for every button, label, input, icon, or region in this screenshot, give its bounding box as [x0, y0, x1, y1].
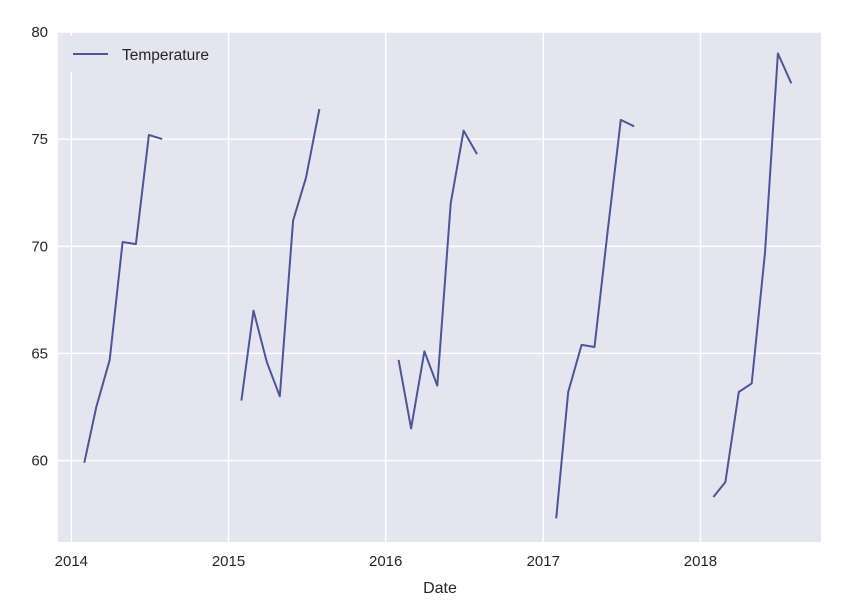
x-tick-label: 2017 — [527, 553, 560, 570]
series-line-temperature — [712, 52, 793, 498]
y-tick-labels: 60 65 70 75 80 — [31, 24, 48, 470]
x-axis-label: Date — [423, 580, 457, 597]
y-tick-label: 70 — [31, 238, 48, 255]
plot-area — [58, 32, 821, 542]
x-tick-label: 2014 — [55, 553, 88, 570]
series-line-temperature — [83, 133, 163, 463]
series-layer — [83, 52, 793, 519]
x-tick-label: 2015 — [212, 553, 245, 570]
series-line-temperature — [555, 118, 635, 519]
y-tick-label: 60 — [31, 453, 48, 470]
y-tick-label: 65 — [31, 345, 48, 362]
x-tick-label: 2018 — [684, 553, 717, 570]
series-line-temperature — [240, 108, 321, 401]
x-tick-labels: 2014 2015 2016 2017 2018 — [55, 553, 717, 570]
legend: Temperature — [62, 36, 227, 72]
legend-label-temperature: Temperature — [122, 47, 209, 64]
y-tick-label: 75 — [31, 131, 48, 148]
grid-lines — [58, 31, 821, 542]
series-line-temperature — [397, 129, 478, 430]
x-tick-label: 2016 — [369, 553, 402, 570]
y-tick-label: 80 — [31, 24, 48, 41]
